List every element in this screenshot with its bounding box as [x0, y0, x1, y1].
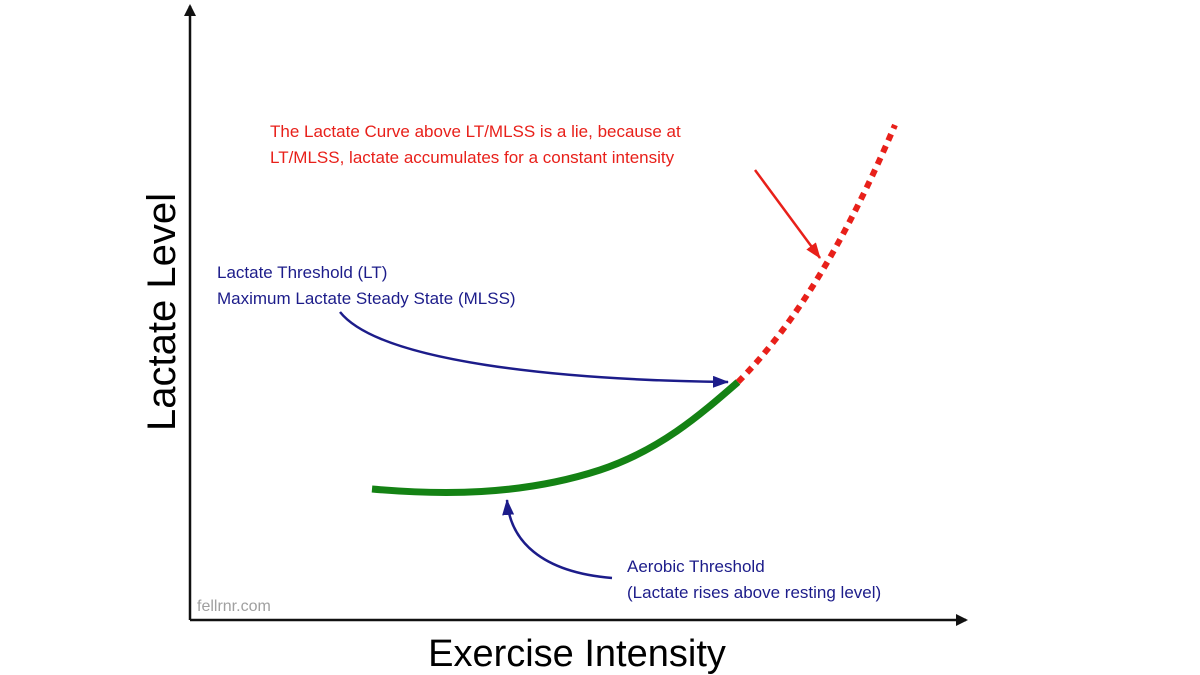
- lt-arrow: [339, 311, 729, 388]
- watermark: fellrnr.com: [197, 598, 271, 615]
- lt-note-line-2: Maximum Lactate Steady State (MLSS): [217, 289, 516, 308]
- aerobic-note-line-2: (Lactate rises above resting level): [627, 583, 881, 602]
- aerobic-arrow: [502, 499, 613, 580]
- aerobic-note-line-1: Aerobic Threshold: [627, 557, 765, 576]
- y-axis-label: Lactate Level: [140, 193, 184, 431]
- red-arrow: [753, 169, 822, 259]
- lt-note-line-1: Lactate Threshold (LT): [217, 263, 387, 282]
- x-axis-label: Exercise Intensity: [428, 633, 726, 675]
- red-note-line-2: LT/MLSS, lactate accumulates for a const…: [270, 148, 675, 167]
- red-note-line-1: The Lactate Curve above LT/MLSS is a lie…: [270, 122, 681, 141]
- lactate-curve-solid: [371, 379, 741, 496]
